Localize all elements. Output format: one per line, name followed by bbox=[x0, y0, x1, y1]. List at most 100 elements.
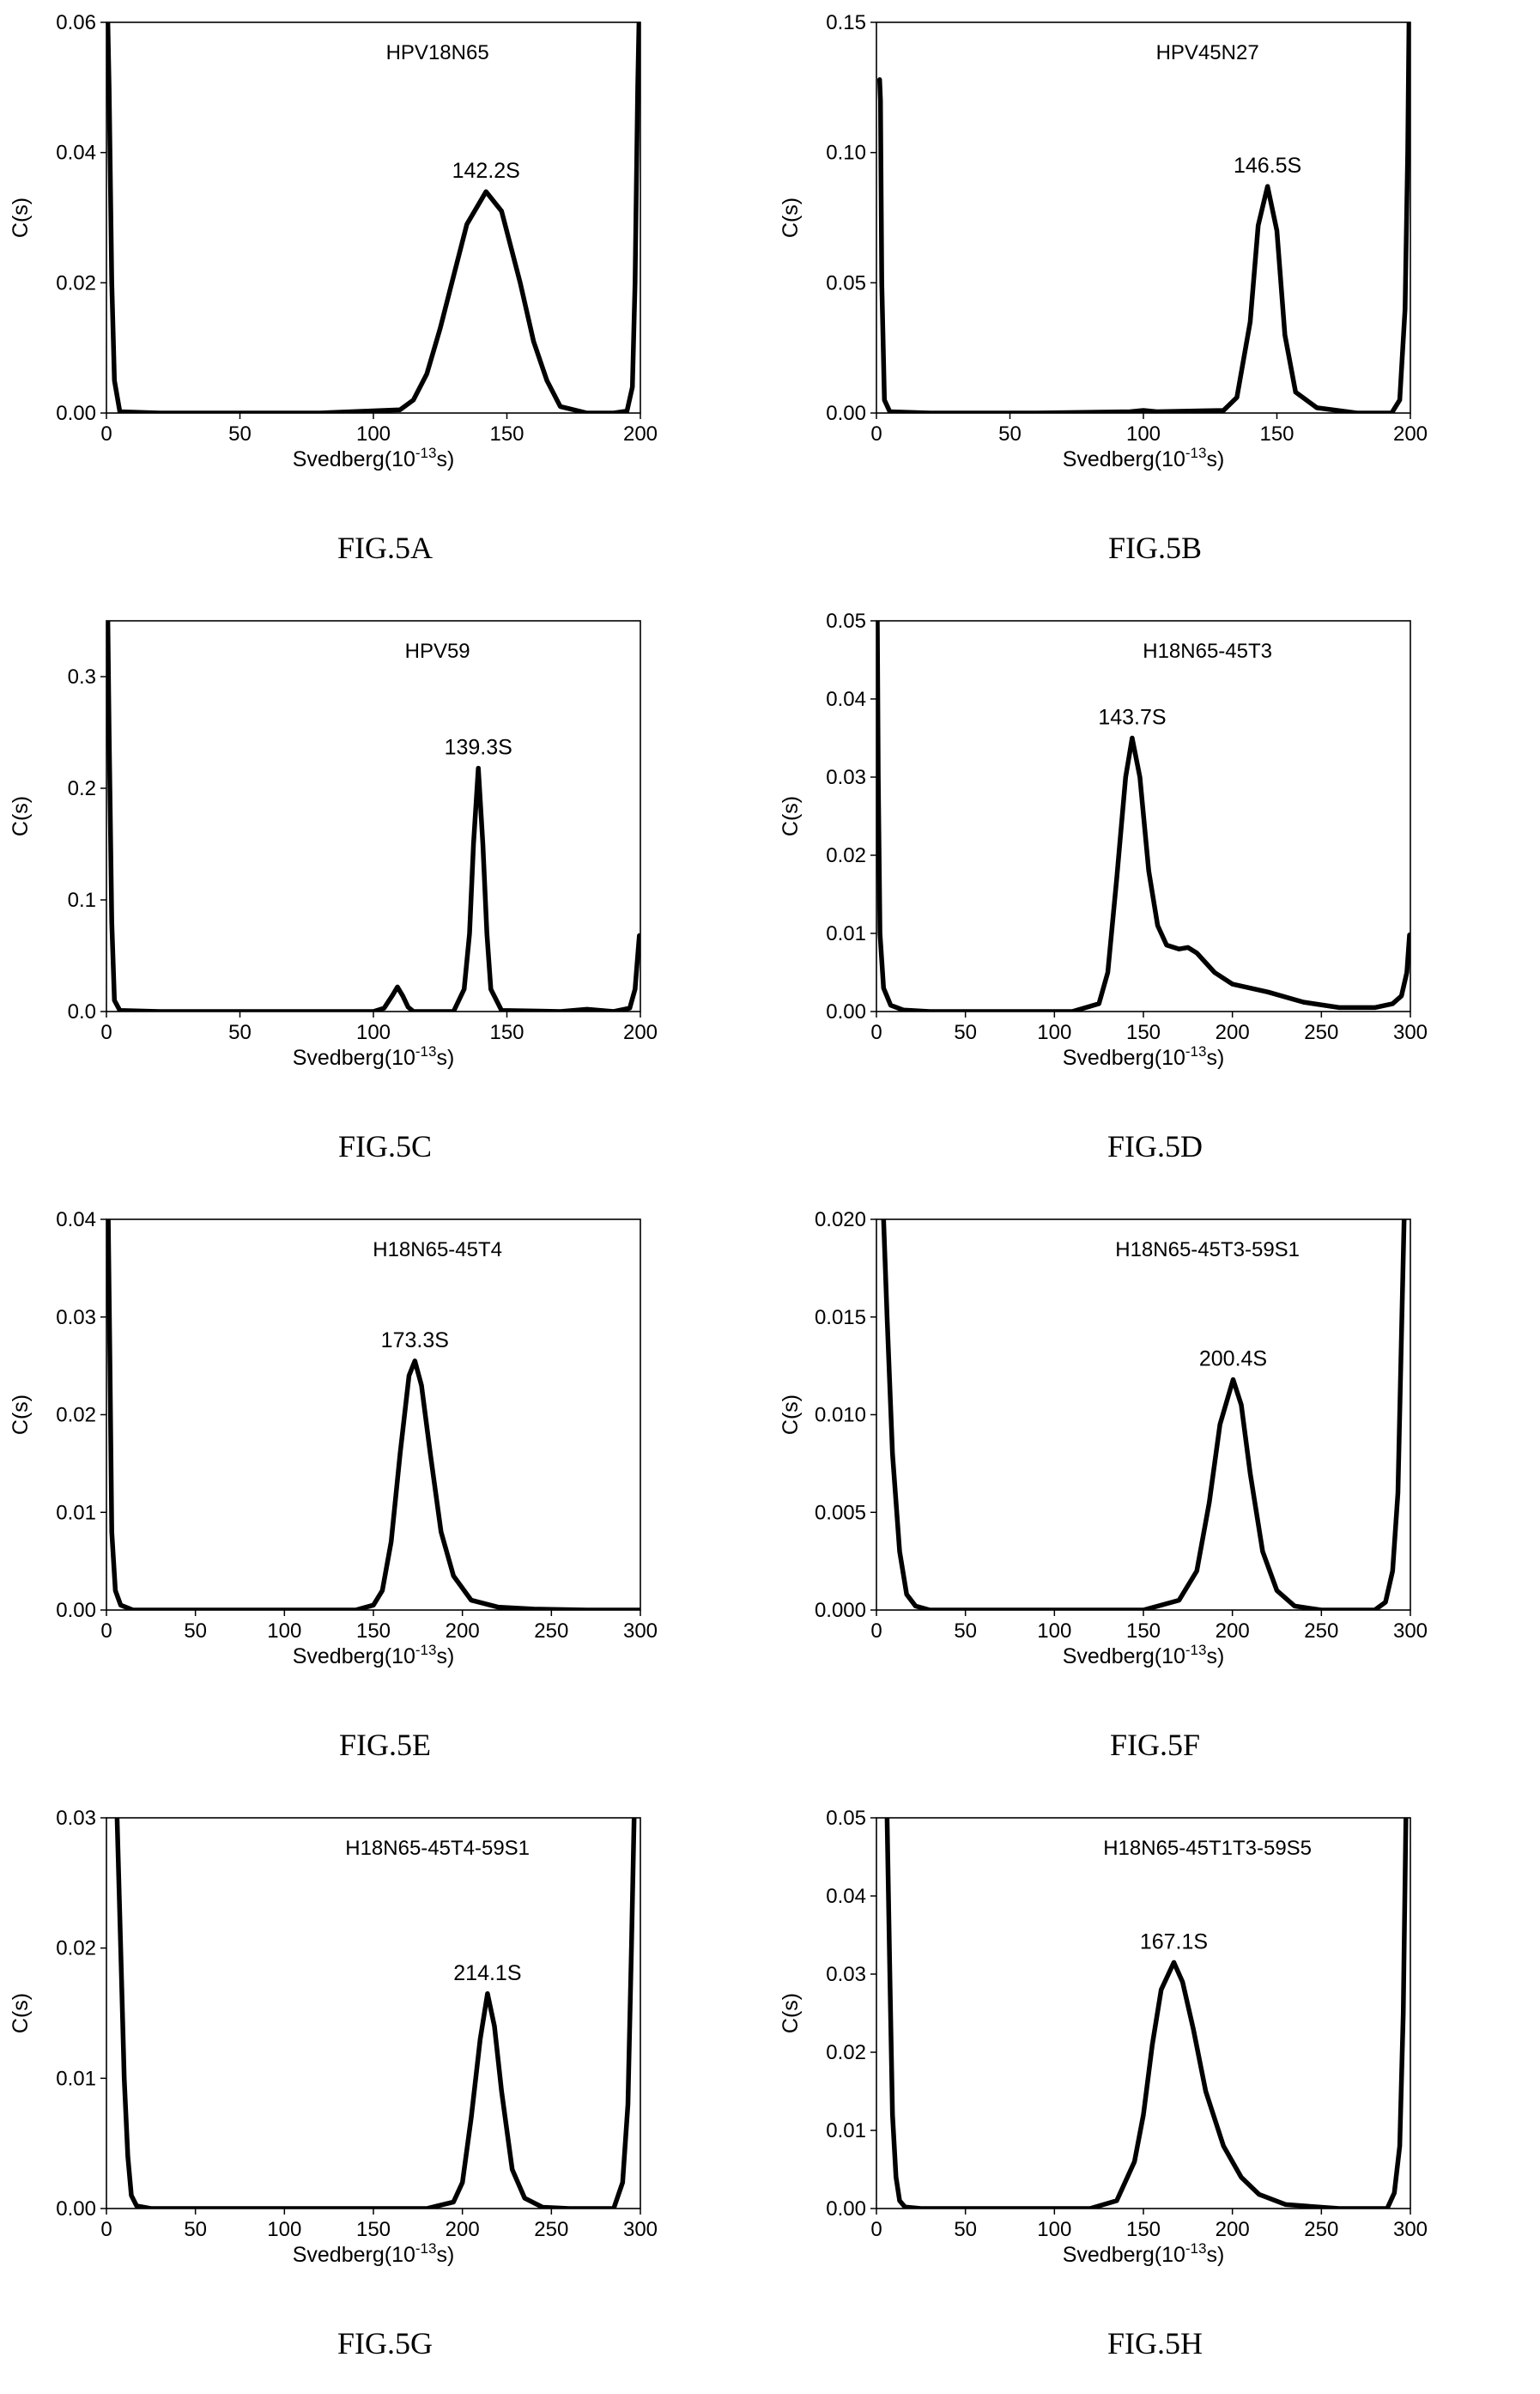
y-axis-label: C(s) bbox=[9, 197, 33, 238]
x-tick-label: 200 bbox=[623, 1021, 658, 1044]
x-tick-label: 300 bbox=[623, 1619, 658, 1643]
y-tick-label: 0.05 bbox=[826, 271, 866, 295]
x-tick-label: 250 bbox=[1304, 1021, 1338, 1044]
x-axis-label: Svedberg(10-13s) bbox=[1063, 2240, 1225, 2267]
plot-frame bbox=[106, 1817, 641, 2209]
y-tick-label: 0.1 bbox=[68, 889, 96, 912]
y-tick-label: 0.00 bbox=[826, 402, 866, 425]
y-tick-label: 0.000 bbox=[815, 1599, 866, 1622]
figure-panel: 0 50 100 150 200 0.0 0.1 0.2 0.3 Svedberg(10-13s)… bbox=[0, 598, 770, 1197]
peak-label: 200.4S bbox=[1199, 1347, 1267, 1371]
y-tick-label: 0.01 bbox=[826, 922, 866, 945]
chart-svg: 0 50 100 150 200 0.00 0.05 0.10 0.15 Svedberg(10-… bbox=[779, 11, 1428, 471]
y-tick-label: 0.03 bbox=[826, 766, 866, 789]
y-tick-label: 0.2 bbox=[68, 777, 96, 800]
plot-frame bbox=[106, 620, 641, 1012]
sample-label: H18N65-45T1T3-59S5 bbox=[1103, 1837, 1312, 1860]
plot-frame bbox=[876, 1218, 1411, 1611]
figure-panel: 0 50 100 150 200 0.00 0.02 0.04 0.06 Svedberg(10-… bbox=[0, 0, 770, 598]
x-tick-label: 200 bbox=[446, 1619, 480, 1643]
y-tick-label: 0.15 bbox=[826, 11, 866, 34]
data-series-line bbox=[876, 22, 1410, 413]
y-tick-label: 0.03 bbox=[56, 1807, 96, 1830]
x-axis-label: Svedberg(10-13s) bbox=[1063, 445, 1225, 471]
y-tick-label: 0.00 bbox=[56, 402, 96, 425]
x-tick-label: 50 bbox=[228, 1021, 252, 1044]
x-axis-label: Svedberg(10-13s) bbox=[1063, 1642, 1225, 1668]
chart-svg: 0 50 100 150 200 250 300 0.00 0.01 0.02 0.03 Svedbe… bbox=[9, 1807, 658, 2267]
y-tick-label: 0.00 bbox=[56, 2197, 96, 2221]
x-tick-label: 100 bbox=[267, 2218, 301, 2241]
x-tick-label: 200 bbox=[1216, 2218, 1250, 2241]
y-tick-label: 0.020 bbox=[815, 1208, 866, 1231]
plot-frame bbox=[876, 1817, 1411, 2209]
figure-caption: FIG.5E bbox=[339, 1728, 431, 1762]
x-tick-label: 150 bbox=[356, 1619, 391, 1643]
figure-panel: 0 50 100 150 200 250 300 0.000 0.005 0.010 0.015 0.… bbox=[770, 1197, 1540, 1796]
chart-svg: 0 50 100 150 200 250 300 0.00 0.01 0.02 0.03 0.04 0.… bbox=[779, 610, 1428, 1070]
sample-label: HPV18N65 bbox=[386, 41, 489, 64]
x-tick-label: 0 bbox=[870, 2218, 882, 2241]
x-tick-label: 250 bbox=[1304, 2218, 1338, 2241]
figure-caption: FIG.5F bbox=[1109, 1728, 1201, 1762]
figure-caption: FIG.5A bbox=[336, 531, 433, 565]
plot-frame bbox=[876, 21, 1411, 414]
x-axis-label: Svedberg(10-13s) bbox=[1063, 1043, 1225, 1070]
figure-panel: 0 50 100 150 200 250 300 0.00 0.01 0.02 0.03 Svedbe… bbox=[0, 1796, 770, 2394]
y-tick-label: 0.03 bbox=[826, 1963, 866, 1986]
x-tick-label: 200 bbox=[1216, 1619, 1250, 1643]
peak-label: 143.7S bbox=[1098, 706, 1166, 730]
sample-label: H18N65-45T3 bbox=[1143, 640, 1272, 663]
y-tick-label: 0.02 bbox=[56, 1937, 96, 1960]
x-tick-label: 50 bbox=[954, 1619, 977, 1643]
x-tick-label: 0 bbox=[870, 422, 882, 446]
y-tick-label: 0.04 bbox=[56, 1208, 96, 1231]
y-tick-label: 0.02 bbox=[826, 2041, 866, 2064]
peak-label: 167.1S bbox=[1140, 1929, 1208, 1953]
x-tick-label: 100 bbox=[1037, 1021, 1071, 1044]
x-tick-label: 250 bbox=[1304, 1619, 1338, 1643]
x-tick-label: 50 bbox=[228, 422, 252, 446]
x-tick-label: 250 bbox=[534, 1619, 568, 1643]
x-tick-label: 100 bbox=[1126, 422, 1161, 446]
y-axis-label: C(s) bbox=[779, 1394, 803, 1435]
x-tick-label: 100 bbox=[267, 1619, 301, 1643]
figure-caption: FIG.5H bbox=[1106, 2326, 1203, 2361]
x-tick-label: 150 bbox=[1126, 2218, 1161, 2241]
y-axis-label: C(s) bbox=[9, 796, 33, 836]
y-tick-label: 0.01 bbox=[826, 2119, 866, 2142]
x-tick-label: 150 bbox=[489, 1021, 524, 1044]
sample-label: H18N65-45T3-59S1 bbox=[1115, 1238, 1300, 1261]
plot-frame bbox=[106, 1218, 641, 1611]
figure-panel: 0 50 100 150 200 250 300 0.00 0.01 0.02 0.03 0.04 Sv… bbox=[0, 1197, 770, 1796]
y-tick-label: 0.00 bbox=[56, 1599, 96, 1622]
y-axis-label: C(s) bbox=[779, 1993, 803, 2033]
x-tick-label: 200 bbox=[446, 2218, 480, 2241]
data-series-line bbox=[881, 1219, 1407, 1610]
y-axis-label: C(s) bbox=[9, 1394, 33, 1435]
figure-panel: 0 50 100 150 200 250 300 0.00 0.01 0.02 0.03 0.04 0.… bbox=[770, 1796, 1540, 2394]
data-series-line bbox=[114, 1818, 637, 2209]
peak-label: 146.5S bbox=[1234, 154, 1301, 178]
x-axis-label: Svedberg(10-13s) bbox=[293, 2240, 455, 2267]
y-tick-label: 0.005 bbox=[815, 1501, 866, 1524]
data-series-line bbox=[876, 621, 1410, 1012]
x-tick-label: 0 bbox=[100, 1619, 112, 1643]
x-tick-label: 150 bbox=[1126, 1619, 1161, 1643]
x-tick-label: 50 bbox=[184, 2218, 207, 2241]
y-tick-label: 0.02 bbox=[56, 271, 96, 295]
figure-caption: FIG.5B bbox=[1107, 531, 1203, 565]
y-tick-label: 0.3 bbox=[68, 665, 96, 689]
x-axis-label: Svedberg(10-13s) bbox=[293, 1642, 455, 1668]
x-tick-label: 300 bbox=[1393, 2218, 1428, 2241]
data-series-line bbox=[884, 1818, 1409, 2209]
y-axis-label: C(s) bbox=[779, 197, 803, 238]
peak-label: 173.3S bbox=[381, 1328, 449, 1352]
chart-svg: 0 50 100 150 200 250 300 0.000 0.005 0.010 0.015 0.… bbox=[779, 1208, 1428, 1668]
y-tick-label: 0.05 bbox=[826, 610, 866, 633]
x-tick-label: 150 bbox=[489, 422, 524, 446]
sample-label: H18N65-45T4 bbox=[373, 1238, 502, 1261]
x-tick-label: 50 bbox=[184, 1619, 207, 1643]
x-tick-label: 150 bbox=[356, 2218, 391, 2241]
y-tick-label: 0.10 bbox=[826, 142, 866, 165]
